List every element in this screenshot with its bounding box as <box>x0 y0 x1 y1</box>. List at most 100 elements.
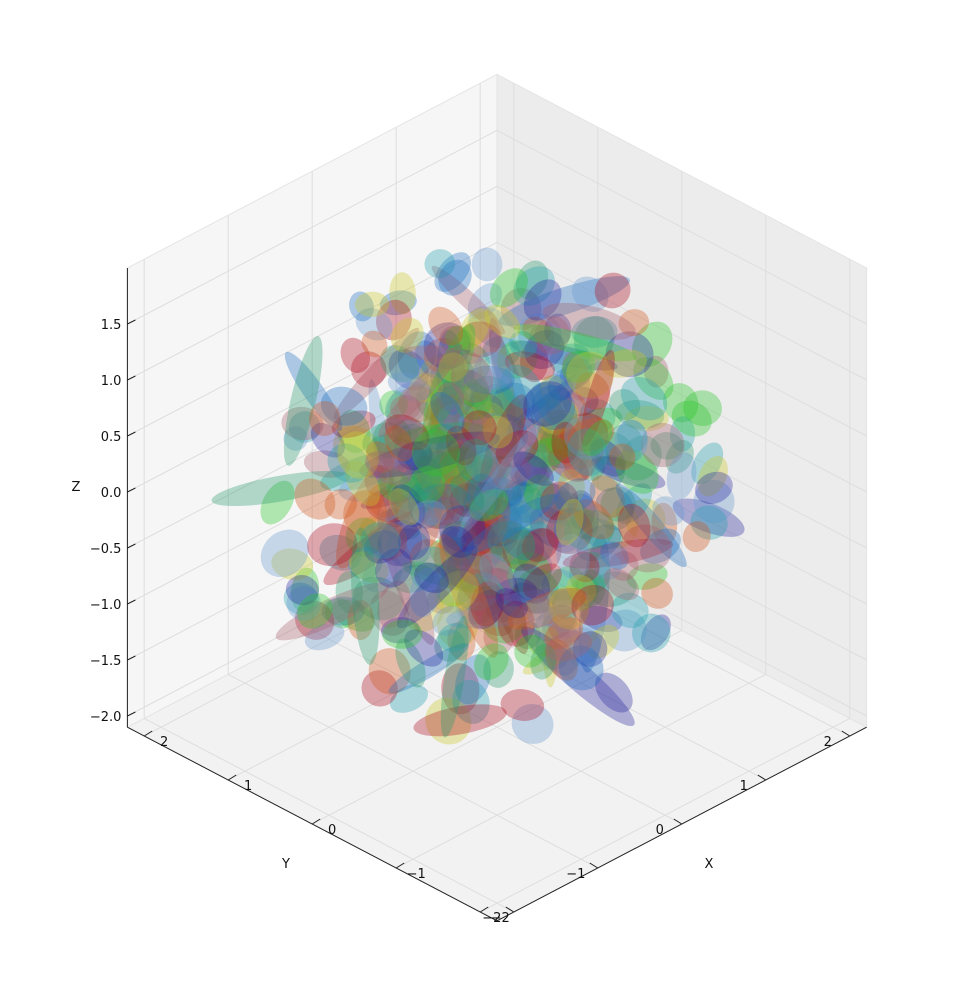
ellipsoid-mark <box>380 345 419 383</box>
ellipsoid-mark <box>544 617 584 650</box>
ellipsoid-mark <box>434 629 466 662</box>
ellipsoid-mark <box>377 468 411 502</box>
ellipsoid-mark <box>458 321 502 358</box>
ellipsoid-mark <box>459 553 511 587</box>
ellipsoid-mark <box>469 375 514 419</box>
ellipsoid-mark <box>562 627 601 666</box>
x-tick-mark <box>395 862 405 869</box>
ellipsoid-mark <box>364 530 401 564</box>
ellipsoid-mark <box>594 552 622 580</box>
ellipsoid-mark <box>399 467 434 502</box>
grid-line <box>496 353 867 549</box>
ellipsoid-mark <box>510 455 548 487</box>
z-tick-label: −2.0 <box>90 710 122 725</box>
ellipsoid-mark <box>481 600 526 644</box>
ellipsoid-mark <box>439 325 474 357</box>
ellipsoid-mark <box>624 405 669 432</box>
ellipsoid-mark <box>529 506 573 548</box>
ellipsoid-mark <box>485 590 523 623</box>
z-tick-label: 0.0 <box>101 486 122 501</box>
ellipsoid-mark <box>378 344 463 438</box>
ellipsoid-mark <box>417 450 455 496</box>
ellipsoid-mark <box>349 551 389 583</box>
ellipsoid-mark <box>579 518 624 550</box>
ellipsoid-mark <box>437 402 483 442</box>
ellipsoid-mark <box>605 331 654 378</box>
ellipsoid-mark <box>491 382 536 422</box>
ellipsoid-mark <box>414 472 463 513</box>
grid-line <box>496 521 867 717</box>
grid-line <box>127 465 498 661</box>
ellipsoid-mark <box>594 487 634 531</box>
ellipsoid-mark <box>669 416 696 452</box>
ellipsoid-mark <box>303 450 351 478</box>
ellipsoid-mark <box>461 537 492 578</box>
ellipsoid-mark <box>387 372 432 402</box>
ellipsoid-mark <box>430 393 475 438</box>
ellipsoid-mark <box>417 395 449 548</box>
ellipsoid-mark <box>372 417 412 459</box>
ellipsoid-mark <box>439 526 469 558</box>
ellipsoid-mark <box>514 634 547 668</box>
ellipsoid-mark <box>652 496 685 526</box>
ellipsoid-mark <box>495 463 528 507</box>
ellipsoid-mark <box>475 566 512 610</box>
ellipsoid-mark <box>456 461 498 495</box>
ellipsoid-mark <box>640 422 685 468</box>
ellipsoid-mark <box>335 571 364 614</box>
ellipsoid-mark <box>415 340 446 379</box>
ellipsoid-mark <box>476 460 523 503</box>
ellipsoid-mark <box>568 417 615 452</box>
ellipsoid-mark <box>398 501 424 528</box>
ellipsoid-mark <box>497 600 535 647</box>
ellipsoid-mark <box>362 555 403 593</box>
ellipsoid-mark <box>457 389 540 489</box>
ellipsoid-mark <box>461 520 496 557</box>
ellipsoid-mark <box>579 398 616 434</box>
y-axis-label: Y <box>281 857 290 872</box>
ellipsoid-mark <box>464 401 509 448</box>
ellipsoid-mark <box>560 413 609 457</box>
ellipsoid-mark <box>620 376 668 421</box>
y-axis-ticks: −2 −1 0 1 2 <box>482 730 851 926</box>
ellipsoid-mark <box>594 272 631 309</box>
ellipsoid-mark <box>419 387 514 503</box>
ellipsoid-mark <box>474 400 513 443</box>
ellipsoid-mark <box>488 386 524 433</box>
ellipsoid-mark <box>286 586 322 621</box>
ellipsoid-mark <box>683 390 722 427</box>
ellipsoid-mark <box>462 310 498 346</box>
z-tick-label: −1.5 <box>90 654 122 669</box>
ellipsoid-mark <box>338 475 389 502</box>
ellipsoid-mark <box>531 384 575 431</box>
ellipsoid-mark <box>542 442 588 482</box>
ellipsoid-marks <box>211 247 745 745</box>
ellipsoid-mark <box>395 638 426 688</box>
ellipsoid-mark <box>281 406 324 441</box>
ellipsoid-mark <box>546 428 597 457</box>
ellipsoid-mark <box>348 546 383 580</box>
ellipsoid-mark <box>470 581 505 627</box>
ellipsoid-mark <box>532 470 570 513</box>
ellipsoid-mark <box>478 478 511 513</box>
x-tick-mark <box>311 818 321 825</box>
ellipsoid-mark <box>420 447 457 484</box>
ellipsoid-mark <box>544 313 572 347</box>
ellipsoid-mark <box>319 534 362 571</box>
ellipsoid-mark <box>436 571 473 607</box>
ellipsoid-mark <box>484 518 521 545</box>
ellipsoid-mark <box>351 527 380 665</box>
ellipsoid-mark <box>411 429 460 477</box>
ellipsoid-mark <box>542 302 636 340</box>
ellipsoid-mark <box>385 493 419 528</box>
ellipsoid-mark <box>575 372 611 410</box>
ellipsoid-mark <box>427 413 457 449</box>
ellipsoid-mark <box>601 349 648 378</box>
ellipsoid-mark <box>397 331 437 380</box>
ellipsoid-mark <box>523 563 562 599</box>
ellipsoid-mark <box>440 615 469 738</box>
ellipsoid-mark <box>495 577 538 607</box>
ellipsoid-mark <box>521 528 559 562</box>
ellipsoid-mark <box>388 463 421 494</box>
ellipsoid-mark <box>536 433 563 473</box>
